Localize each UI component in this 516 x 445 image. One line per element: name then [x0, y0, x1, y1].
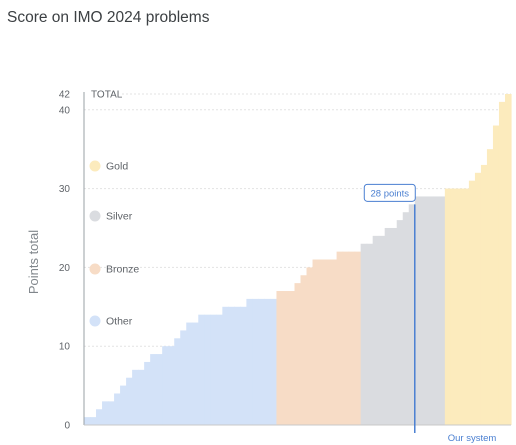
bar-other	[126, 377, 133, 425]
bar-other	[84, 417, 91, 425]
legend-label-bronze: Bronze	[106, 264, 139, 276]
bar-other	[138, 369, 145, 425]
bar-other	[210, 314, 217, 425]
bar-bronze	[276, 291, 284, 425]
bar-other	[162, 346, 169, 425]
bar-gold	[468, 180, 476, 425]
bar-gold	[474, 172, 482, 425]
bar-bronze	[312, 259, 320, 425]
y-tick-label: 42	[59, 90, 71, 101]
y-axis-label: Points total	[26, 230, 41, 294]
bar-silver	[408, 204, 416, 425]
bar-bronze	[342, 251, 350, 425]
bar-other	[216, 314, 223, 425]
bar-silver	[366, 243, 374, 425]
bar-bronze	[282, 291, 290, 425]
bar-bronze	[306, 267, 314, 425]
bar-other	[240, 306, 247, 425]
y-tick-label: 20	[59, 263, 71, 274]
bar-other	[186, 322, 193, 425]
bar-silver	[360, 243, 368, 425]
chart-title: Score on IMO 2024 problems	[7, 9, 210, 26]
bar-bronze	[294, 283, 302, 425]
y-tick-label: 40	[59, 105, 71, 116]
bar-gold	[486, 149, 494, 426]
bar-other	[102, 401, 109, 425]
bar-other	[234, 306, 241, 425]
bar-other	[222, 306, 229, 425]
our-system-label: Our system	[448, 433, 497, 444]
bar-other	[168, 346, 175, 425]
top-label: TOTAL	[91, 90, 123, 101]
y-tick-label: 10	[59, 342, 71, 353]
bar-other	[96, 409, 103, 425]
bar-gold	[456, 188, 464, 425]
bar-silver	[438, 196, 446, 425]
y-tick-label: 30	[59, 184, 71, 195]
bar-bronze	[324, 259, 332, 425]
bar-other	[132, 369, 139, 425]
bar-bronze	[318, 259, 326, 425]
bar-silver	[378, 235, 386, 425]
bar-other	[174, 338, 181, 425]
bar-gold	[480, 164, 488, 425]
bar-gold	[498, 101, 506, 425]
bar-other	[114, 393, 121, 425]
legend-swatch-bronze	[89, 263, 101, 275]
bar-other	[204, 314, 211, 425]
bar-gold	[504, 94, 512, 425]
bar-silver	[432, 196, 440, 425]
legend-label-silver: Silver	[106, 211, 133, 223]
bar-bronze	[354, 251, 362, 425]
bar-silver	[390, 227, 398, 425]
bar-other	[156, 354, 163, 425]
bar-silver	[384, 227, 392, 425]
bar-silver	[402, 212, 410, 425]
legend-swatch-other	[89, 315, 101, 327]
bar-other	[258, 298, 266, 425]
bar-silver	[414, 196, 422, 425]
bar-other	[144, 361, 151, 425]
bar-bronze	[330, 259, 338, 425]
bar-other	[264, 298, 272, 425]
bar-other	[180, 330, 187, 425]
legend-swatch-gold	[89, 160, 101, 172]
bar-other	[246, 298, 253, 425]
bar-silver	[396, 220, 404, 425]
bar-other	[270, 298, 278, 425]
bar-other	[192, 322, 199, 425]
legend-label-gold: Gold	[106, 161, 128, 173]
bar-silver	[372, 235, 380, 425]
bar-other	[90, 417, 97, 425]
bar-gold	[444, 188, 452, 425]
bar-silver	[426, 196, 434, 425]
legend-swatch-silver	[89, 210, 101, 222]
bar-bronze	[348, 251, 356, 425]
annotation-label: 28 points	[370, 188, 409, 199]
bar-other	[150, 354, 157, 425]
bar-gold	[450, 188, 458, 425]
y-tick-label: 0	[64, 421, 70, 432]
bar-bronze	[288, 291, 296, 425]
annotation-box	[363, 183, 416, 202]
bar-bronze	[300, 275, 308, 425]
bar-gold	[492, 125, 500, 426]
bar-other	[198, 314, 205, 425]
legend-label-other: Other	[106, 316, 133, 328]
bar-other	[108, 401, 115, 425]
bar-other	[252, 298, 259, 425]
bar-silver	[420, 196, 428, 425]
bar-other	[228, 306, 235, 425]
bar-other	[120, 385, 127, 425]
bar-gold	[462, 188, 470, 425]
bar-bronze	[336, 251, 344, 425]
